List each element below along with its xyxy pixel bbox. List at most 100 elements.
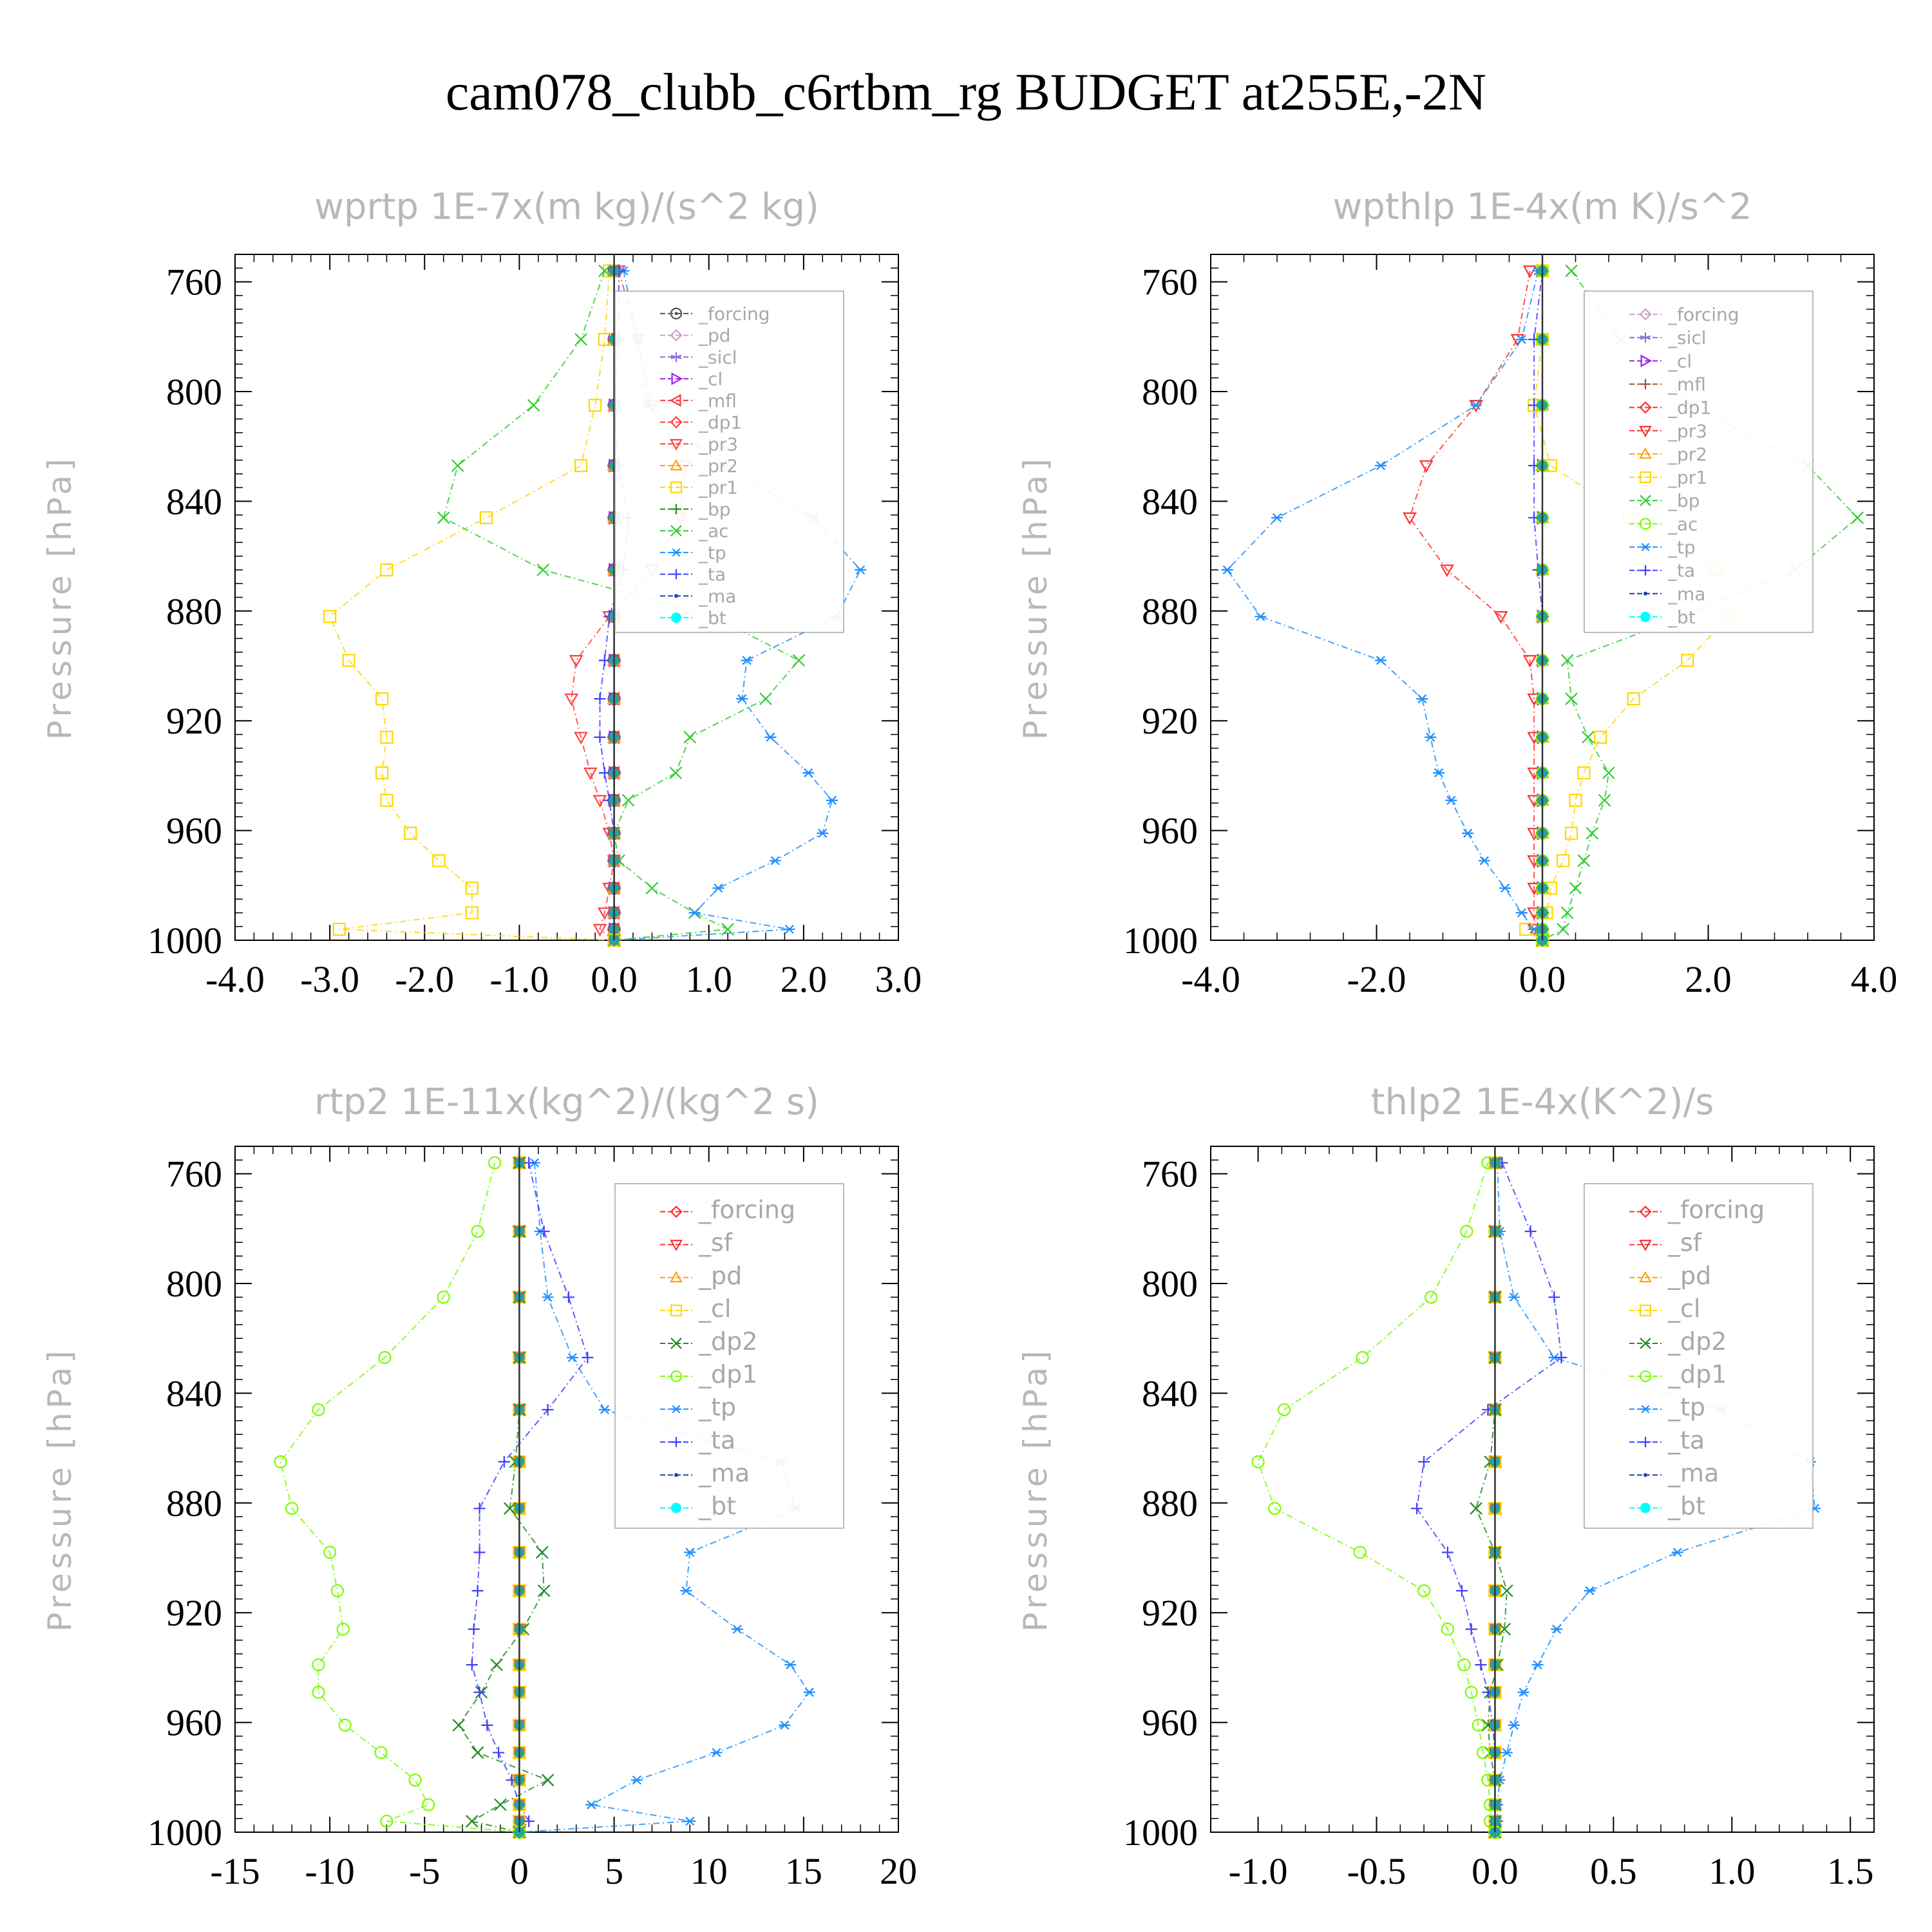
legend-item: _mfl <box>660 390 737 412</box>
chart-panel-1: wprtp 1E-7x(m kg)/(s^2 kg) Pressure [hPa]… <box>41 186 922 1000</box>
legend-marker <box>1639 308 1652 321</box>
data-point <box>792 654 806 667</box>
data-point <box>779 1720 791 1730</box>
legend-marker <box>1639 401 1652 414</box>
y-tick-label: 920 <box>166 1592 222 1634</box>
data-point <box>1441 1622 1454 1636</box>
panel-title: rtp2 1E-11x(kg^2)/(kg^2 s) <box>314 1081 819 1123</box>
data-point <box>1569 882 1582 895</box>
data-point <box>542 1403 554 1416</box>
data-point <box>1221 565 1233 574</box>
legend-label: _sicl <box>698 346 737 368</box>
legend-label: _pr2 <box>1667 444 1707 465</box>
legend-label: _tp <box>1667 537 1696 558</box>
legend-label: _mfl <box>698 390 737 412</box>
y-tick-label: 1000 <box>1123 920 1198 961</box>
y-axis-label: Pressure [hPa] <box>1017 1347 1054 1632</box>
data-point <box>471 1585 484 1597</box>
data-point <box>585 1800 598 1810</box>
data-point <box>764 732 777 742</box>
legend-label: _dp1 <box>698 412 742 433</box>
series-line <box>279 1162 520 1833</box>
data-point <box>802 768 815 778</box>
data-point <box>574 459 588 473</box>
legend-label: _pr1 <box>698 477 738 498</box>
series-line <box>1494 1162 1816 1833</box>
data-point <box>1440 564 1454 578</box>
legend-marker <box>670 1370 683 1383</box>
legend-marker <box>1640 1338 1651 1349</box>
data-point <box>1353 1546 1367 1559</box>
legend-marker <box>1640 354 1653 368</box>
x-tick-label: 5 <box>605 1850 623 1892</box>
data-point <box>1475 1659 1487 1671</box>
legend-label: _mfl <box>1667 374 1706 395</box>
data-point <box>378 1350 392 1365</box>
data-point <box>1565 692 1578 705</box>
data-point <box>574 333 587 346</box>
legend-item: _cl <box>1629 1294 1700 1323</box>
legend-label: _ma <box>1667 583 1705 605</box>
x-tick-label: 15 <box>785 1850 822 1892</box>
data-point <box>468 1623 480 1635</box>
data-point <box>1470 1502 1482 1515</box>
data-point <box>1418 1455 1430 1468</box>
legend-marker <box>1643 1473 1647 1477</box>
data-point <box>380 730 393 744</box>
legend-label: _sf <box>1667 1229 1703 1257</box>
data-point <box>826 795 838 805</box>
x-tick-label: -4.0 <box>205 958 265 1000</box>
legend-marker <box>670 459 683 471</box>
data-point <box>375 692 389 706</box>
data-point <box>1403 512 1417 526</box>
data-point <box>1594 730 1607 744</box>
y-tick-label: 880 <box>1142 1482 1198 1524</box>
data-point <box>680 1586 692 1596</box>
data-point <box>481 1719 493 1731</box>
legend-marker <box>1640 611 1651 622</box>
data-point <box>1501 1584 1513 1597</box>
legend-item: _ma <box>660 1459 750 1487</box>
legend-label: _ac <box>1667 513 1698 535</box>
legend-marker <box>674 594 678 598</box>
legend-label: _tp <box>698 1393 736 1421</box>
legend-marker <box>1639 1205 1652 1218</box>
x-tick-label: 2.0 <box>1685 958 1732 1000</box>
legend-label: _pr2 <box>698 455 738 477</box>
data-point <box>1271 513 1283 523</box>
legend-marker <box>670 1271 683 1283</box>
legend-item: _dp2 <box>660 1327 757 1356</box>
data-point <box>645 882 659 895</box>
series-line <box>1533 270 1543 940</box>
data-point <box>473 1502 486 1515</box>
data-point <box>1577 854 1591 867</box>
x-tick-label: -0.5 <box>1347 1850 1406 1892</box>
data-point <box>769 856 781 866</box>
data-point <box>541 1774 554 1786</box>
data-point <box>1681 654 1694 667</box>
data-point <box>1441 1546 1454 1558</box>
data-point <box>1476 1746 1490 1759</box>
legend-item: _ta <box>660 564 726 585</box>
legend-item: _sicl <box>1629 327 1707 348</box>
y-tick-label: 840 <box>166 1372 222 1414</box>
data-point <box>452 1719 466 1732</box>
data-point <box>1433 768 1445 778</box>
data-point <box>408 1773 422 1787</box>
data-point <box>323 610 337 623</box>
data-point <box>598 767 611 779</box>
x-tick-label: 1.5 <box>1827 1850 1874 1892</box>
legend-item: _ta <box>1629 1426 1705 1454</box>
legend: _forcing _sf _pd _cl _dp2 _dp1 _tp _ta _ma _bt <box>614 1183 844 1529</box>
data-point <box>1416 694 1428 704</box>
series-pr1 <box>323 264 621 947</box>
data-point <box>471 1224 484 1238</box>
data-point <box>594 693 606 705</box>
legend-label: _forcing <box>698 1196 795 1224</box>
legend-label: _forcing <box>1667 304 1739 325</box>
x-tick-label: -4.0 <box>1181 958 1240 1000</box>
y-tick-label: 1000 <box>1123 1812 1198 1853</box>
series-line <box>1524 270 1730 941</box>
y-tick-label: 800 <box>1142 1263 1198 1305</box>
data-point <box>1508 1293 1520 1302</box>
